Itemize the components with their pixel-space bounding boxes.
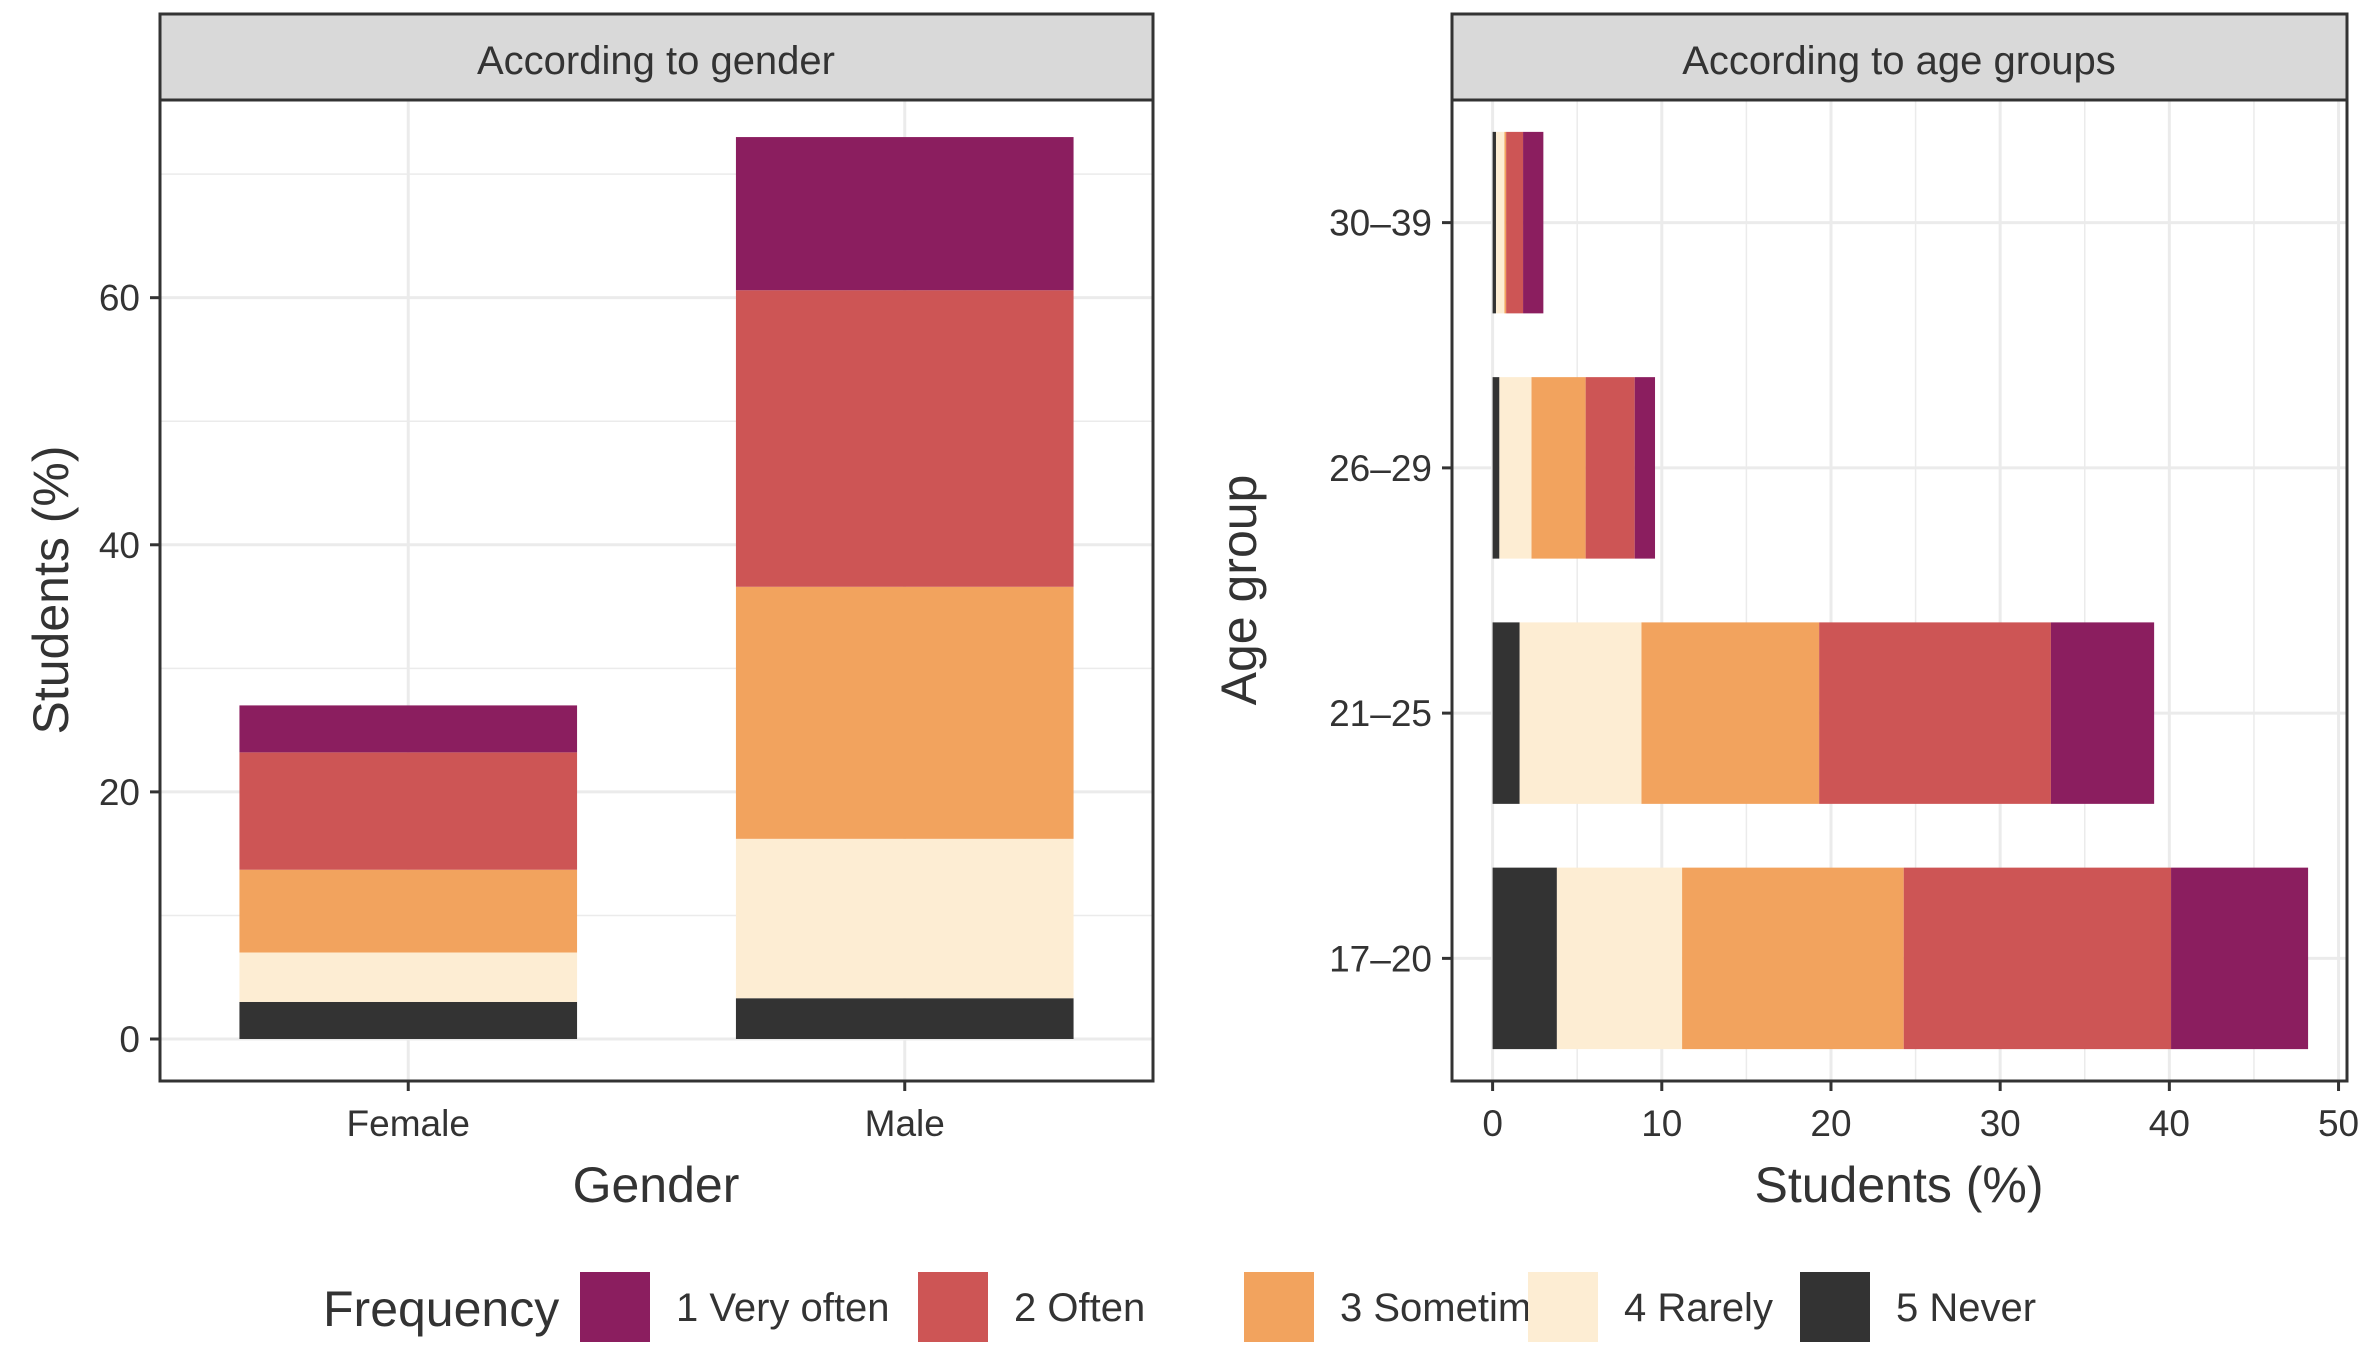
legend-key-1-very-often — [580, 1272, 650, 1342]
gender-y-tick-label: 60 — [99, 278, 140, 319]
gender-panel-bars — [239, 137, 1074, 1039]
age-y-tick-label-21-25: 21–25 — [1329, 693, 1432, 734]
bar-age-21-25-3-sometimes — [1641, 622, 1820, 804]
bar-age-17-20-4-rarely — [1556, 867, 1683, 1050]
age-x-tick-label: 0 — [1482, 1103, 1503, 1144]
bar-age-30-39-5-never — [1492, 131, 1496, 314]
age-panel-bars — [1492, 131, 2309, 1050]
age-panel-title: According to age groups — [1682, 39, 2116, 83]
age-panel-x-ticks: 0 10 20 30 40 50 — [1482, 1081, 2359, 1144]
age-y-axis-title: Age group — [1211, 475, 1267, 706]
bar-age-21-25-2-often — [1819, 622, 2051, 804]
bar-female-2-often — [239, 752, 578, 870]
bar-male-1-very-often — [735, 137, 1074, 291]
legend-key-4-rarely — [1528, 1272, 1598, 1342]
bar-female-5-never — [239, 1001, 578, 1039]
age-y-tick-label-26-29: 26–29 — [1329, 448, 1432, 489]
gender-panel-title: According to gender — [477, 39, 835, 83]
bar-age-21-25-1-very-often — [2050, 622, 2155, 804]
bar-age-30-39-3-sometimes — [1504, 131, 1507, 314]
bar-male-3-sometimes — [735, 586, 1074, 839]
gender-y-tick-label: 40 — [99, 525, 140, 566]
gender-x-axis-title: Gender — [573, 1157, 740, 1213]
age-x-tick-label: 50 — [2318, 1103, 2359, 1144]
bar-female-1-very-often — [239, 705, 578, 753]
bar-age-17-20-1-very-often — [2171, 867, 2309, 1050]
legend-label-1-very-often: 1 Very often — [676, 1286, 889, 1330]
bar-age-21-25-4-rarely — [1519, 622, 1642, 804]
gender-panel-x-ticks: Female Male — [347, 1081, 945, 1144]
legend-label-4-rarely: 4 Rarely — [1624, 1286, 1773, 1330]
legend-key-2-often — [918, 1272, 988, 1342]
age-panel-y-ticks: 17–20 21–25 26–29 30–39 — [1329, 203, 1452, 979]
bar-age-30-39-2-often — [1506, 131, 1524, 314]
age-y-tick-label-30-39: 30–39 — [1329, 203, 1432, 244]
legend-label-5-never: 5 Never — [1896, 1286, 2036, 1330]
bar-male-4-rarely — [735, 838, 1074, 999]
age-x-tick-label: 40 — [2149, 1103, 2190, 1144]
legend: Frequency 1 Very often 2 Often 3 Sometimes… — [323, 1272, 2036, 1342]
bar-age-17-20-3-sometimes — [1682, 867, 1904, 1050]
bar-age-21-25-5-never — [1492, 622, 1520, 804]
bar-age-26-29-2-often — [1585, 377, 1635, 559]
bar-age-26-29-3-sometimes — [1531, 377, 1586, 559]
bar-age-30-39-1-very-often — [1523, 131, 1544, 314]
bar-male-2-often — [735, 290, 1074, 587]
age-x-tick-label: 10 — [1641, 1103, 1682, 1144]
legend-items: 1 Very often 2 Often 3 Sometimes 4 Rarely 5 … — [580, 1272, 2036, 1342]
bar-female-4-rarely — [239, 952, 578, 1002]
legend-label-2-often: 2 Often — [1014, 1286, 1145, 1330]
bar-age-26-29-4-rarely — [1499, 377, 1532, 559]
gender-y-tick-label: 0 — [119, 1019, 140, 1060]
bar-age-26-29-5-never — [1492, 377, 1500, 559]
age-y-tick-label-17-20: 17–20 — [1329, 938, 1432, 979]
gender-x-tick-label-female: Female — [347, 1103, 470, 1144]
gender-x-tick-label-male: Male — [865, 1103, 945, 1144]
gender-y-axis-title: Students (%) — [23, 445, 79, 734]
gender-y-tick-label: 20 — [99, 772, 140, 813]
bar-female-3-sometimes — [239, 869, 578, 953]
bar-male-5-never — [735, 998, 1074, 1039]
age-x-axis-title: Students (%) — [1754, 1157, 2043, 1213]
bar-age-30-39-4-rarely — [1495, 131, 1505, 314]
age-x-tick-label: 20 — [1810, 1103, 1851, 1144]
legend-key-3-sometimes — [1244, 1272, 1314, 1342]
age-chart-panel: According to age groups 17–20 21–25 26–29 3… — [1211, 12, 2359, 1213]
legend-key-5-never — [1800, 1272, 1870, 1342]
gender-chart-panel: According to gender 0 20 40 60 Female Male G… — [23, 12, 1155, 1213]
age-panel-strip — [1450, 12, 2349, 102]
bar-age-26-29-1-very-often — [1634, 377, 1656, 559]
gender-panel-strip — [158, 12, 1155, 102]
bar-age-17-20-5-never — [1492, 867, 1557, 1050]
legend-title: Frequency — [323, 1281, 559, 1337]
gender-panel-y-ticks: 0 20 40 60 — [99, 278, 160, 1060]
bar-age-17-20-2-often — [1903, 867, 2172, 1050]
age-x-tick-label: 30 — [1980, 1103, 2021, 1144]
